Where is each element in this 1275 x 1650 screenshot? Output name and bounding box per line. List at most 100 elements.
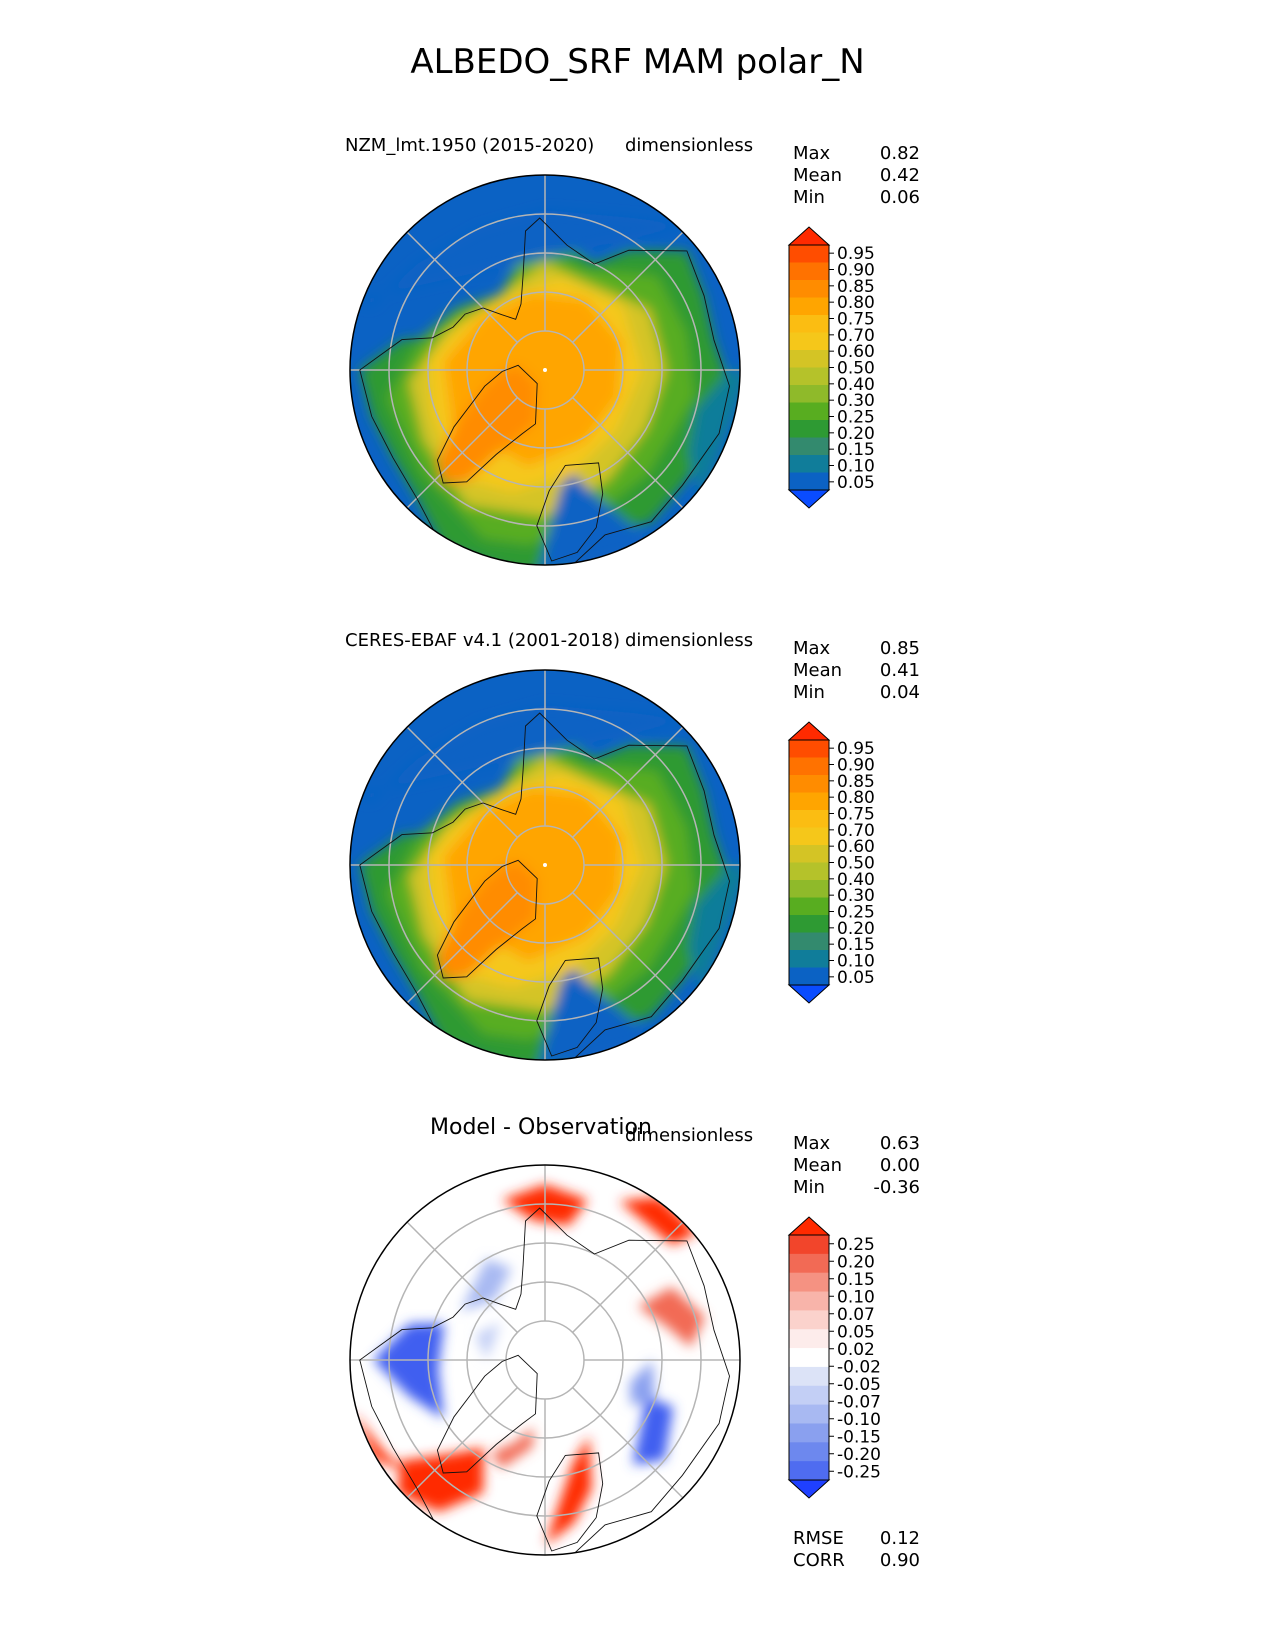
rmse-label: RMSE — [793, 1528, 844, 1549]
colorbar-tick-label: -0.02 — [837, 1357, 881, 1377]
longitude-gridline — [406, 231, 518, 343]
figure-title: ALBEDO_SRF MAM polar_N — [410, 42, 865, 82]
stat-mean-value: 0.42 — [879, 165, 920, 186]
colorbar-tick-label: 0.70 — [837, 326, 875, 346]
colorbar-segment — [789, 862, 829, 881]
rmse-value: 0.12 — [879, 1528, 920, 1549]
colorbar-segment — [789, 367, 829, 386]
colorbar-tick-label: 0.20 — [837, 424, 875, 444]
units-label: dimensionless — [625, 135, 754, 156]
observation-panel: CERES-EBAF v4.1 (2001-2018) dimensionles… — [0, 625, 1275, 1125]
model-panel: NZM_lmt.1950 (2015-2020) dimensionless M… — [0, 130, 1275, 630]
colorbar-segment — [789, 1253, 829, 1274]
units-label: dimensionless — [625, 630, 754, 651]
colorbar-tick-label: 0.95 — [837, 739, 875, 759]
corr-label: CORR — [793, 1550, 845, 1571]
longitude-gridline — [406, 397, 518, 509]
colorbar-extend-min — [787, 1479, 831, 1499]
coastline — [359, 217, 730, 565]
map-field — [350, 1165, 740, 1555]
colorbar-tick-label: 0.70 — [837, 821, 875, 841]
albedo-field — [352, 210, 740, 565]
north-pole-marker — [543, 863, 547, 867]
longitude-gridline — [572, 892, 684, 1004]
colorbar-segment — [789, 1442, 829, 1462]
stat-max-value: 0.82 — [879, 143, 920, 164]
colorbar-tick-label: 0.80 — [837, 788, 875, 808]
longitude-gridline — [406, 1221, 518, 1333]
colorbar-segment — [789, 245, 829, 263]
stat-max-label: Max — [793, 638, 831, 659]
difference-patches — [352, 1184, 706, 1546]
map-field — [350, 175, 740, 565]
colorbar-tick-label: 0.85 — [837, 277, 875, 297]
colorbar-extend-min — [787, 984, 831, 1004]
stat-min-label: Min — [793, 187, 825, 208]
panel-title: CERES-EBAF v4.1 (2001-2018) — [345, 630, 621, 651]
colorbar-tick-label: 0.30 — [837, 886, 875, 906]
colorbar-tick-label: 0.85 — [837, 772, 875, 792]
colorbar-tick-label: 0.10 — [837, 457, 875, 477]
colorbar-tick-label: 0.40 — [837, 375, 875, 395]
longitude-gridline — [572, 397, 684, 509]
colorbar-segment — [789, 915, 829, 933]
colorbar-segment — [789, 1423, 829, 1443]
colorbar-tick-label: 0.25 — [837, 903, 875, 923]
colorbar-tick-label: -0.15 — [837, 1427, 881, 1447]
colorbar: 0.950.900.850.800.750.700.600.500.400.30… — [787, 721, 875, 1004]
colorbar-tick-label: 0.20 — [837, 919, 875, 939]
colorbar-tick-label: 0.07 — [837, 1305, 875, 1325]
coastline — [436, 859, 538, 979]
north-pole-marker — [543, 368, 547, 372]
colorbar-segment — [789, 280, 829, 298]
stat-max-label: Max — [793, 1133, 831, 1154]
colorbar-tick-label: 0.60 — [837, 837, 875, 857]
coastline — [436, 364, 538, 484]
units-label: dimensionless — [625, 1125, 754, 1146]
colorbar-segment — [789, 455, 829, 473]
colorbar-tick-label: 0.40 — [837, 870, 875, 890]
colorbar-tick-label: -0.20 — [837, 1445, 881, 1465]
polar-map — [349, 1164, 741, 1556]
colorbar-segment — [789, 1461, 829, 1481]
north-pole-marker — [543, 1358, 547, 1362]
colorbar-segment — [789, 740, 829, 758]
colorbar-tick-label: 0.05 — [837, 968, 875, 988]
coastline — [536, 1452, 604, 1552]
coastline — [436, 1354, 538, 1474]
stat-min-value: 0.06 — [879, 187, 920, 208]
colorbar-extend-max — [787, 1216, 831, 1236]
colorbar-tick-label: -0.05 — [837, 1375, 881, 1395]
colorbar-segment — [789, 402, 829, 421]
colorbar-tick-label: 0.10 — [837, 1287, 875, 1307]
colorbar-segment — [789, 262, 829, 281]
colorbar-segment — [789, 1404, 829, 1424]
longitude-gridline — [572, 1387, 684, 1499]
colorbar-segment — [789, 792, 829, 811]
colorbar-tick-label: 0.02 — [837, 1340, 875, 1360]
stat-max-label: Max — [793, 143, 831, 164]
colorbar-segment — [789, 1310, 829, 1330]
colorbar-segment — [789, 420, 829, 438]
colorbar-tick-label: 0.90 — [837, 756, 875, 776]
colorbar-segment — [789, 1291, 829, 1311]
map-boundary — [349, 669, 741, 1061]
stat-min-label: Min — [793, 1177, 825, 1198]
colorbar-segment — [789, 472, 829, 491]
colorbar-segment — [789, 332, 829, 351]
colorbar-tick-label: 0.05 — [837, 473, 875, 493]
coastline — [359, 712, 730, 1060]
colorbar-segment — [789, 437, 829, 456]
colorbar-tick-label: 0.60 — [837, 342, 875, 362]
colorbar-tick-label: 0.10 — [837, 952, 875, 972]
colorbar-segment — [789, 1385, 829, 1406]
colorbar-segment — [789, 810, 829, 828]
colorbar-segment — [789, 297, 829, 316]
colorbar-segment — [789, 385, 829, 403]
polar-map — [349, 174, 741, 566]
difference-panel: Model - Observation dimensionless Max 0.… — [0, 1115, 1275, 1620]
coastline — [359, 1207, 730, 1555]
colorbar-tick-label: 0.75 — [837, 805, 875, 825]
corr-value: 0.90 — [879, 1550, 920, 1571]
colorbar-tick-label: 0.90 — [837, 261, 875, 281]
